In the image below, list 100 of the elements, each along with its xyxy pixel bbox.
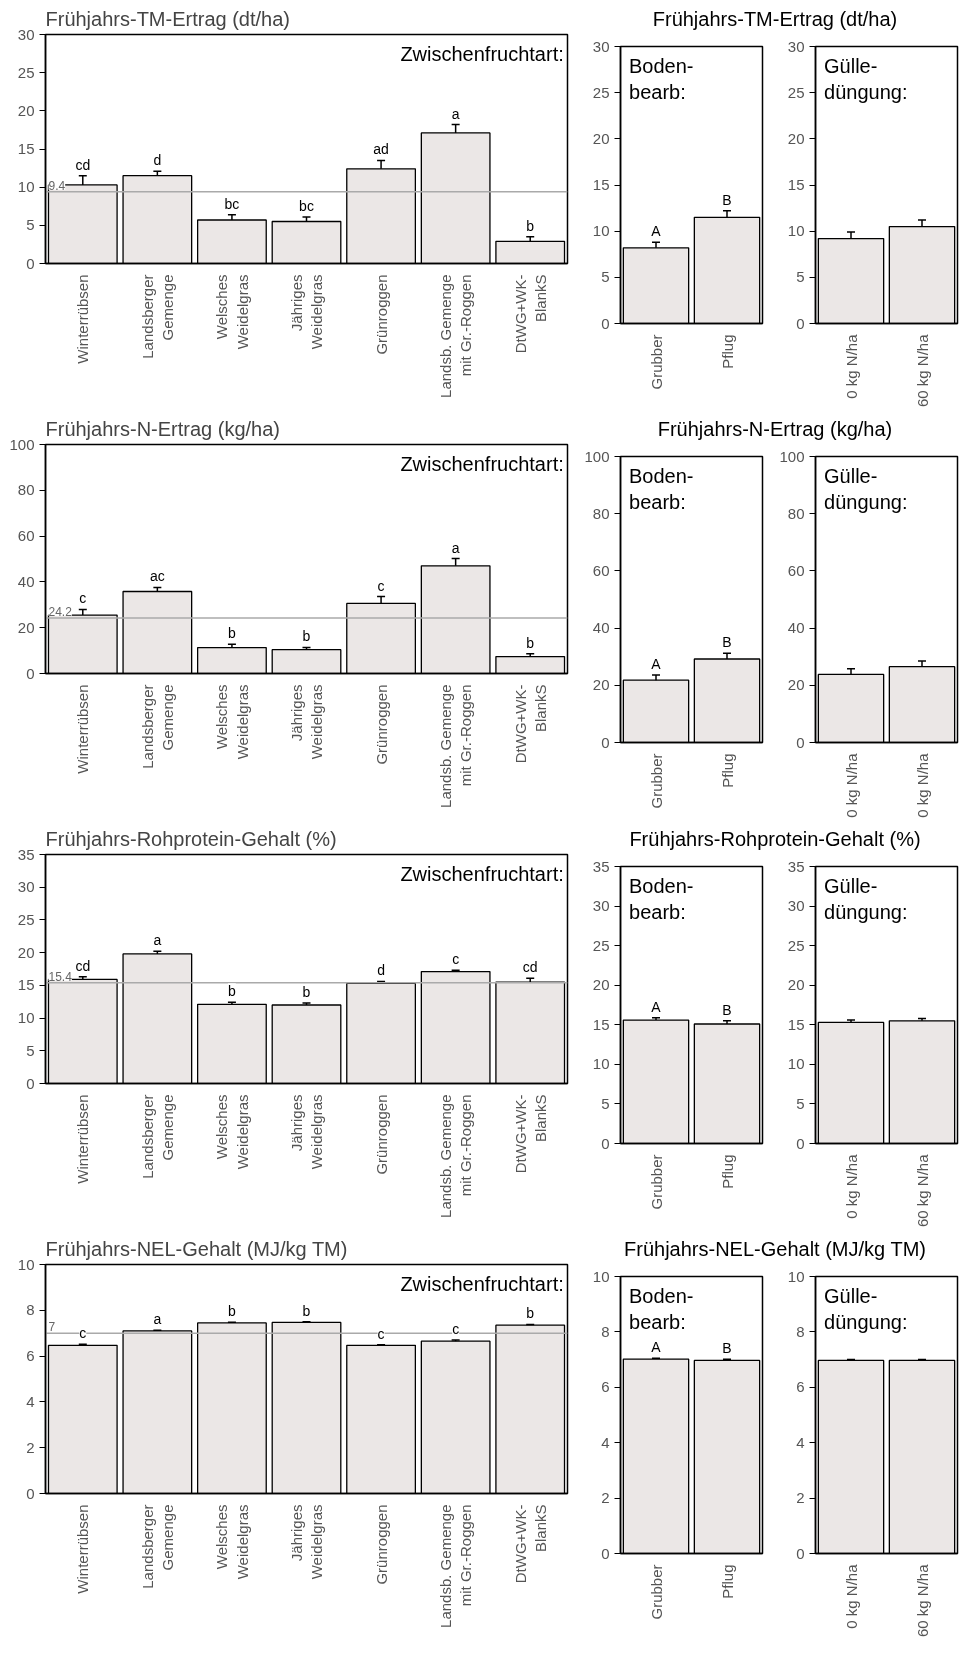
- y-tick-label: 10: [592, 1055, 610, 1073]
- x-tick-label: Landsberger Gemenge: [138, 684, 177, 769]
- annotation: Gülle- düngung:: [824, 1284, 908, 1333]
- y-tick-label: 80: [17, 481, 35, 499]
- y-tick-label: 0: [601, 314, 610, 332]
- y-tick-label: 20: [592, 676, 610, 694]
- data-label: cd: [75, 156, 91, 173]
- y-tick-label: 25: [787, 936, 805, 954]
- y-tick-label: 2: [601, 1489, 610, 1507]
- annotation: Boden- bearb:: [629, 54, 694, 103]
- ref-line-label: 7: [48, 1320, 56, 1335]
- annotation: Boden- bearb:: [629, 874, 694, 923]
- y-tick-label: 10: [17, 1255, 35, 1273]
- x-tick-label: 60 kg N/ha: [913, 1153, 931, 1228]
- data-label: A: [651, 998, 662, 1015]
- y-tick-label: 0: [796, 733, 805, 751]
- data-label: B: [722, 634, 732, 651]
- x-tick-label: Grubber: [647, 334, 665, 390]
- annotation: Zwischenfruchtart:: [400, 862, 564, 885]
- y-tick-label: 6: [26, 1347, 35, 1365]
- x-tick-label: Grünroggen: [372, 1094, 390, 1175]
- x-tick-label: Welsches Weidelgras: [213, 1094, 251, 1170]
- x-tick-label: Grubber: [647, 1154, 665, 1210]
- y-tick-label: 10: [787, 1267, 805, 1285]
- x-tick-label: Pflug: [718, 334, 736, 369]
- y-tick-label: 15: [787, 176, 805, 193]
- y-tick-label: 80: [592, 504, 610, 522]
- x-tick-label: Jähriges Weidelgras: [287, 1504, 326, 1580]
- data-label: b: [526, 634, 535, 651]
- data-label: c: [79, 590, 87, 607]
- x-tick-label: Pflug: [718, 1154, 736, 1189]
- y-tick-label: 4: [601, 1433, 610, 1451]
- y-tick-label: 8: [601, 1322, 610, 1340]
- y-tick-label: 40: [17, 572, 35, 590]
- y-tick-label: 20: [787, 976, 805, 994]
- data-label: b: [302, 628, 311, 645]
- y-tick-label: 30: [17, 25, 35, 43]
- y-tick-label: 6: [796, 1378, 805, 1396]
- x-tick-label: Welsches Weidelgras: [213, 1504, 251, 1580]
- y-tick-label: 30: [592, 897, 610, 915]
- x-tick-label: 0 kg N/ha: [842, 1563, 860, 1629]
- chart-title: Frühjahrs-TM-Ertrag (dt/ha): [652, 7, 898, 32]
- data-label: b: [228, 625, 237, 642]
- y-tick-label: 10: [592, 222, 610, 240]
- y-tick-label: 5: [26, 216, 35, 234]
- y-tick-label: 8: [796, 1322, 805, 1340]
- x-tick-label: Welsches Weidelgras: [213, 274, 251, 350]
- y-tick-label: 0: [26, 1074, 35, 1092]
- data-label: b: [302, 984, 311, 1001]
- y-tick-label: 20: [17, 101, 35, 119]
- y-tick-label: 20: [787, 676, 805, 694]
- chart-title: Frühjahrs-N-Ertrag (kg/ha): [45, 417, 281, 440]
- y-tick-label: 0: [796, 314, 805, 332]
- y-tick-label: 25: [17, 910, 35, 928]
- chart-title: Frühjahrs-Rohprotein-Gehalt (%): [45, 827, 337, 850]
- y-tick-label: 25: [592, 936, 610, 954]
- data-label: a: [153, 932, 162, 949]
- x-tick-label: Welsches Weidelgras: [213, 684, 251, 760]
- x-tick-label: Winterrübsen: [74, 274, 92, 364]
- data-label: d: [377, 962, 385, 979]
- chart-title: Frühjahrs-N-Ertrag (kg/ha): [657, 417, 893, 442]
- annotation: Zwischenfruchtart:: [400, 42, 564, 65]
- y-tick-label: 60: [787, 561, 805, 579]
- x-tick-label: Pflug: [718, 753, 736, 788]
- data-label: bc: [224, 195, 240, 212]
- data-label: B: [722, 1001, 732, 1018]
- data-label: b: [228, 1303, 237, 1320]
- data-label: a: [153, 1311, 162, 1328]
- y-tick-label: 15: [17, 140, 35, 157]
- data-label: c: [377, 1325, 385, 1342]
- x-tick-label: Jähriges Weidelgras: [287, 1094, 326, 1170]
- annotation: Gülle- düngung:: [824, 874, 908, 923]
- data-label: c: [452, 951, 460, 968]
- y-tick-label: 30: [17, 878, 35, 896]
- data-label: b: [526, 217, 535, 234]
- y-tick-label: 40: [787, 619, 805, 637]
- y-tick-label: 0: [796, 1544, 805, 1562]
- y-tick-label: 5: [26, 1041, 35, 1059]
- y-tick-label: 10: [787, 222, 805, 240]
- y-tick-label: 6: [601, 1378, 610, 1396]
- x-tick-label: Landsberger Gemenge: [138, 274, 177, 359]
- y-tick-label: 15: [592, 176, 610, 193]
- y-tick-label: 40: [592, 619, 610, 637]
- x-tick-label: Grubber: [647, 1564, 665, 1620]
- data-label: c: [377, 577, 385, 594]
- y-tick-label: 0: [601, 1544, 610, 1562]
- data-label: a: [451, 105, 460, 122]
- data-label: a: [451, 539, 460, 556]
- ref-line-label: 15.4: [48, 969, 73, 984]
- y-tick-label: 15: [17, 976, 35, 994]
- data-label: b: [526, 1305, 535, 1322]
- data-label: A: [651, 656, 662, 672]
- y-tick-label: 0: [601, 733, 610, 751]
- x-tick-label: Landsb. Gemenge mit Gr.-Roggen: [436, 274, 475, 398]
- y-tick-label: 25: [787, 83, 805, 101]
- y-tick-label: 0: [796, 1134, 805, 1152]
- y-tick-label: 10: [17, 1009, 35, 1027]
- x-tick-label: Landsb. Gemenge mit Gr.-Roggen: [436, 1094, 475, 1218]
- y-tick-label: 15: [787, 1015, 805, 1033]
- y-tick-label: 0: [26, 664, 35, 682]
